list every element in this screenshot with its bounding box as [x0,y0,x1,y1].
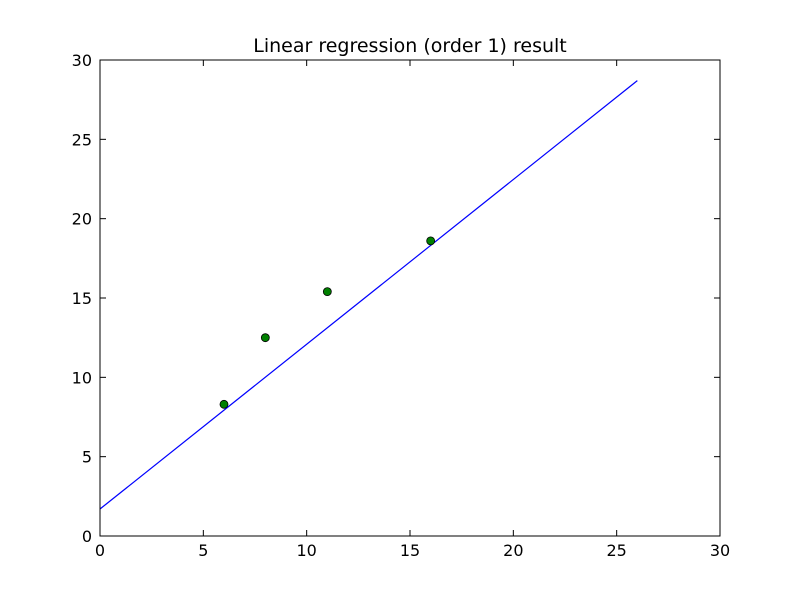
x-tick-label: 15 [400,541,420,560]
regression-line [99,80,638,510]
y-tick-label: 10 [72,368,92,387]
data-point [260,333,270,343]
x-tick-label: 20 [503,541,523,560]
x-tick-label: 0 [95,541,105,560]
axis-ticks: 0 5 10 15 20 25 30 0 5 10 15 20 25 30 [72,51,731,560]
x-tick-label: 10 [296,541,316,560]
data-point [322,287,332,297]
y-tick-label: 15 [72,289,92,308]
plot-area [99,80,638,510]
y-tick-label: 0 [82,527,92,546]
data-point [426,236,436,246]
y-tick-label: 5 [82,448,92,467]
y-tick-label: 30 [72,51,92,70]
y-tick-label: 25 [72,130,92,149]
x-tick-label: 30 [710,541,730,560]
plot-frame [99,59,721,537]
x-tick-label: 5 [198,541,208,560]
x-tick-label: 25 [606,541,626,560]
data-point [219,399,229,409]
y-tick-label: 20 [72,210,92,229]
chart-title: Linear regression (order 1) result [253,35,567,57]
